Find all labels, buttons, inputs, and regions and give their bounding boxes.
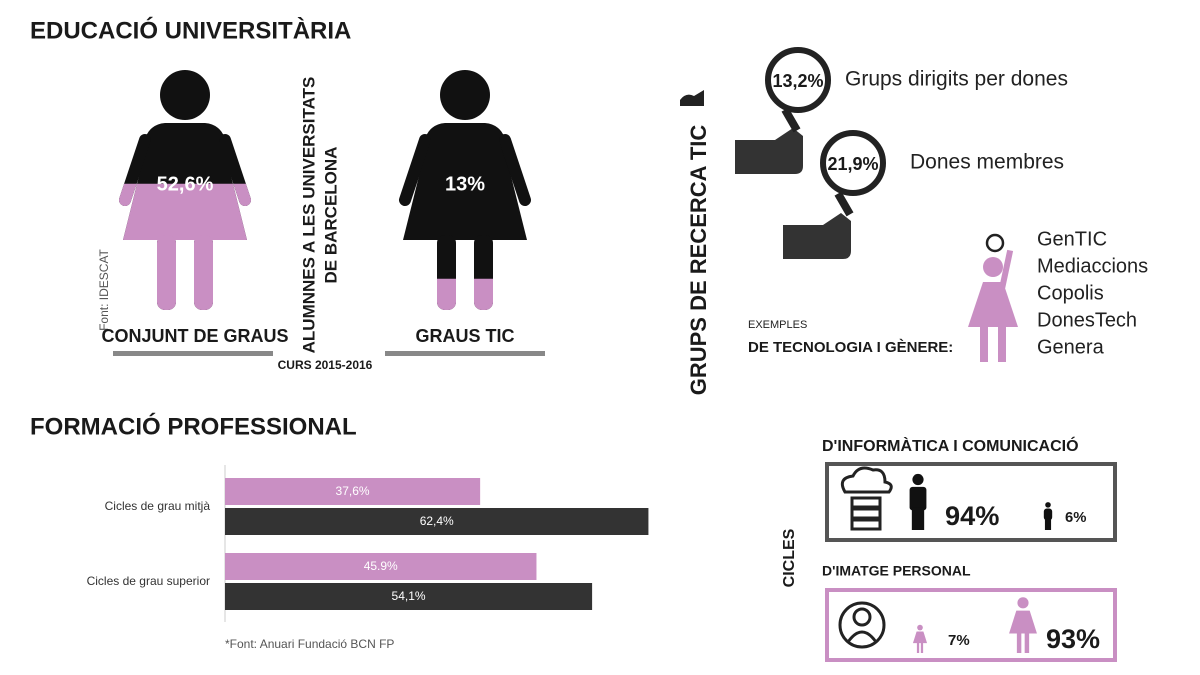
head — [1045, 502, 1051, 508]
head — [1017, 597, 1029, 609]
figure-label: CONJUNT DE GRAUS — [101, 326, 288, 346]
arm — [499, 134, 531, 206]
leg — [1024, 632, 1030, 653]
woman-icon — [1009, 597, 1037, 653]
figure-label: GRAUS TIC — [416, 326, 515, 346]
group-title: D'INFORMÀTICA I COMUNICACIÓ — [822, 436, 1079, 455]
underline — [385, 351, 545, 356]
hand — [783, 213, 851, 259]
leg — [1016, 632, 1022, 653]
dress — [1009, 610, 1037, 634]
value-label: 45.9% — [364, 559, 398, 573]
section-title: EDUCACIÓ UNIVERSITÀRIA — [30, 16, 351, 44]
item-value: 7% — [948, 632, 970, 649]
magnifier — [765, 47, 831, 113]
man-icon — [1043, 502, 1053, 530]
chart-title: FORMACIÓ PROFESSIONAL — [30, 412, 357, 440]
handle — [781, 107, 801, 133]
item-value: 94% — [945, 500, 999, 531]
legs — [911, 507, 925, 530]
item-value: 6% — [1065, 510, 1086, 526]
torso — [123, 183, 247, 240]
value-label: 62,4% — [420, 514, 454, 528]
figure-fill — [437, 278, 493, 310]
group-title: D'IMATGE PERSONAL — [822, 563, 971, 579]
examples-small: EXEMPLES — [748, 319, 807, 331]
man-icon — [909, 473, 927, 530]
leg — [194, 235, 213, 310]
stat-label: Dones membres — [910, 151, 1064, 174]
bar — [225, 553, 537, 580]
woman-icon — [968, 249, 1018, 362]
icon — [680, 90, 704, 106]
value-label: 37,6% — [336, 484, 370, 498]
category-label: Cicles de grau superior — [87, 574, 210, 588]
server-icon — [840, 466, 893, 531]
underline — [113, 351, 273, 356]
examples: GenTIC Mediaccions Copolis DonesTech Genera — [1037, 228, 1148, 358]
cycle-items: 94% 6% 7% 93% — [909, 473, 1100, 654]
source: Font: IDESCAT — [97, 248, 111, 330]
figure-value: 52,6% — [157, 173, 214, 195]
legs — [1044, 518, 1052, 530]
value-label: 54,1% — [392, 589, 426, 603]
figure-fill — [119, 183, 251, 310]
magnifier — [820, 130, 886, 196]
head — [160, 70, 210, 120]
course: CURS 2015-2016 — [278, 358, 373, 372]
figures: 52,6% 13% — [119, 70, 531, 310]
head — [440, 70, 490, 120]
item-value: 93% — [1046, 624, 1100, 654]
section-title: CICLES — [781, 528, 798, 587]
stat-value: 13,2% — [772, 71, 823, 91]
arm — [119, 183, 137, 206]
leg — [437, 278, 456, 310]
stat-label: Grups dirigits per dones — [845, 68, 1068, 91]
arm — [399, 134, 431, 206]
woman-icon — [912, 624, 928, 653]
leg — [920, 642, 924, 653]
leg — [474, 278, 493, 310]
example: GenTIC — [1037, 228, 1107, 250]
bar — [225, 508, 649, 535]
examples-title: DE TECNOLOGIA I GÈNERE: — [748, 339, 953, 356]
leg — [157, 235, 176, 310]
bar — [225, 583, 593, 610]
section-title: GRUPS DE RECERCA TIC — [686, 125, 711, 396]
example: Copolis — [1037, 282, 1104, 304]
head — [917, 624, 923, 631]
torso — [403, 123, 527, 240]
example: Genera — [1037, 336, 1105, 358]
bar — [225, 478, 481, 505]
handle — [834, 191, 854, 217]
dress — [912, 631, 928, 644]
example: Mediaccions — [1037, 255, 1148, 277]
vertical-label: ALUMNNES A LES UNIVERSITATS — [299, 77, 318, 354]
bars: Cicles de grau mitjà 37,6% 62,4% Cicles de … — [87, 478, 649, 610]
body — [909, 486, 927, 511]
magnifier — [985, 233, 1005, 253]
person-icon — [838, 601, 886, 649]
head — [912, 473, 924, 486]
figure-value: 13% — [445, 173, 485, 195]
hand — [735, 128, 803, 174]
body — [1043, 508, 1053, 521]
leg — [916, 642, 920, 653]
example: DonesTech — [1037, 309, 1137, 331]
arm — [233, 183, 251, 206]
category-label: Cicles de grau mitjà — [105, 499, 211, 513]
stat-value: 21,9% — [827, 154, 878, 174]
source: *Font: Anuari Fundació BCN FP — [225, 637, 394, 651]
vertical-label: DE BARCELONA — [321, 147, 340, 284]
group-box — [825, 588, 1117, 662]
group-box — [825, 462, 1117, 542]
